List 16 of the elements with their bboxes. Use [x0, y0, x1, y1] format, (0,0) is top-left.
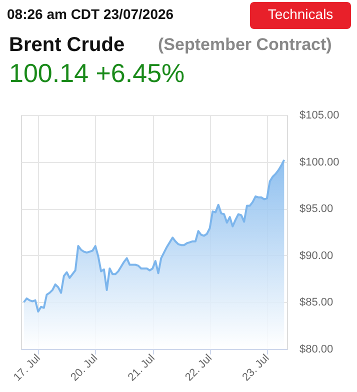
chart-title: Brent Crude — [9, 34, 125, 56]
text: 08:26 am CDT 23/07/2026 — [7, 6, 174, 22]
x-tick-label: 20. Jul — [68, 352, 100, 384]
text: Technicals — [268, 6, 334, 22]
y-tick-label: $85.00 — [300, 296, 334, 309]
y-tick-label: $80.00 — [300, 344, 334, 356]
x-tick-label: 17. Jul — [11, 352, 43, 384]
y-tick-label: $105.00 — [300, 110, 340, 122]
x-tick-label: 22. Jul — [183, 352, 215, 384]
y-tick-label: $100.00 — [300, 156, 340, 168]
y-tick-label: $90.00 — [300, 250, 334, 262]
chart-subtitle: (September Contract) — [158, 35, 332, 54]
y-tick-label: $95.00 — [300, 203, 334, 216]
x-tick-label: 23. Jul — [240, 352, 272, 384]
text: 100.14 +6.45% — [9, 58, 185, 88]
x-tick-label: 21. Jul — [126, 352, 158, 384]
